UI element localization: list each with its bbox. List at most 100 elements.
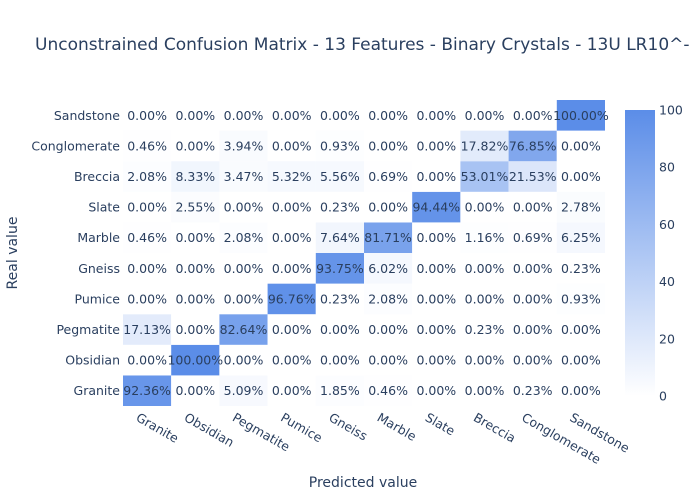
- heatmap-cell: [171, 161, 220, 192]
- colorbar: 0 20 40 60 80 100: [625, 103, 683, 404]
- heatmap-cell: [364, 161, 413, 192]
- heatmap-cell: [123, 100, 172, 131]
- heatmap-cell: [460, 314, 509, 345]
- heatmap-cell: [412, 344, 461, 376]
- cell-value-label: 0.00%: [416, 322, 456, 337]
- heatmap-cell: [364, 253, 413, 284]
- colorbar-gradient: [625, 110, 655, 396]
- heatmap-cell: [267, 283, 316, 315]
- heatmap-cell: [315, 161, 364, 192]
- cell-value-label: 0.23%: [320, 291, 360, 306]
- cell-value-label: 6.02%: [368, 261, 408, 276]
- cell-value-label: 0.00%: [224, 200, 264, 215]
- y-axis-title: Real value: [5, 217, 21, 290]
- heatmap-cell: [412, 191, 461, 223]
- cell-value-label: 7.64%: [320, 230, 360, 245]
- cell-value-label: 2.55%: [175, 200, 215, 215]
- cell-value-label: 0.00%: [465, 291, 505, 306]
- heatmap-cell: [508, 222, 557, 253]
- cell-value-label: 0.00%: [224, 261, 264, 276]
- heatmap-cell: [123, 191, 172, 223]
- cell-value-label: 0.00%: [224, 353, 264, 368]
- y-tick-label: Conglomerate: [31, 138, 120, 153]
- heatmap-cell: [267, 130, 316, 162]
- cell-value-label: 0.00%: [175, 322, 215, 337]
- heatmap-cell: [556, 100, 605, 131]
- cell-value-label: 0.00%: [272, 353, 312, 368]
- heatmap-cell: [315, 253, 364, 284]
- cell-value-label: 5.32%: [272, 169, 312, 184]
- cell-value-label: 0.00%: [465, 261, 505, 276]
- heatmap-cell: [267, 191, 316, 223]
- cell-value-label: 0.00%: [416, 383, 456, 398]
- heatmap-cell: [412, 314, 461, 345]
- heatmap-cell: [364, 283, 413, 315]
- heatmap-cell: [123, 375, 172, 406]
- cell-value-label: 92.36%: [123, 383, 171, 398]
- heatmap-cell: [123, 283, 172, 315]
- heatmap-cell: [556, 344, 605, 376]
- heatmap-cell: [315, 191, 364, 223]
- cell-value-label: 0.00%: [127, 291, 167, 306]
- y-tick-label: Slate: [88, 200, 120, 215]
- cell-value-label: 2.08%: [368, 291, 408, 306]
- cell-value-label: 0.00%: [368, 322, 408, 337]
- heatmap-cell: [364, 100, 413, 131]
- heatmap-cell: [171, 344, 220, 376]
- y-tick-label: Pumice: [75, 291, 121, 306]
- cell-value-label: 6.25%: [561, 230, 601, 245]
- heatmap-cell: [508, 191, 557, 223]
- cell-value-label: 0.00%: [368, 108, 408, 123]
- chart-title: Unconstrained Confusion Matrix - 13 Feat…: [35, 35, 690, 55]
- y-tick-label: Granite: [74, 383, 121, 398]
- heatmap-cell: [219, 222, 268, 253]
- cell-value-label: 0.00%: [561, 383, 601, 398]
- cell-value-label: 0.00%: [272, 200, 312, 215]
- heatmap-cell: [267, 222, 316, 253]
- heatmap-cell: [267, 344, 316, 376]
- heatmap-cell: [412, 375, 461, 406]
- cell-value-label: 94.44%: [412, 200, 460, 215]
- cell-value-label: 0.46%: [127, 230, 167, 245]
- heatmap-cell: [315, 100, 364, 131]
- cell-value-label: 0.00%: [272, 322, 312, 337]
- heatmap-cell: [219, 161, 268, 192]
- heatmap-cell: [508, 100, 557, 131]
- heatmap-cell: [171, 100, 220, 131]
- cell-value-label: 5.09%: [224, 383, 264, 398]
- cell-value-label: 96.76%: [268, 291, 316, 306]
- heatmap-cell: [364, 191, 413, 223]
- heatmap-cell: [267, 161, 316, 192]
- heatmap-cell: [556, 253, 605, 284]
- x-tick-label: Slate: [423, 410, 458, 439]
- cell-value-label: 3.47%: [224, 169, 264, 184]
- x-tick-label: Granite: [134, 410, 182, 446]
- heatmap-cell: [315, 375, 364, 406]
- y-tick-label: Breccia: [74, 169, 120, 184]
- heatmap-cell: [556, 161, 605, 192]
- cell-value-label: 0.00%: [465, 200, 505, 215]
- heatmap-cell: [508, 161, 557, 192]
- heatmap-cell: [460, 161, 509, 192]
- heatmap-cell: [267, 100, 316, 131]
- heatmap-cell: [123, 130, 172, 162]
- cell-value-label: 1.16%: [465, 230, 505, 245]
- heatmap-cell: [315, 222, 364, 253]
- cell-value-label: 0.23%: [465, 322, 505, 337]
- heatmap-cell: [556, 375, 605, 406]
- cell-value-label: 0.93%: [320, 138, 360, 153]
- cell-value-label: 21.53%: [509, 169, 557, 184]
- heatmap-cell: [508, 283, 557, 315]
- heatmap-cell: [556, 314, 605, 345]
- cell-value-label: 0.00%: [368, 200, 408, 215]
- cell-value-label: 100.00%: [553, 108, 609, 123]
- heatmap-cell: [171, 314, 220, 345]
- cell-value-label: 0.00%: [465, 383, 505, 398]
- cell-value-label: 17.13%: [123, 322, 171, 337]
- cell-value-label: 0.00%: [272, 138, 312, 153]
- heatmap-cell: [219, 344, 268, 376]
- cell-value-label: 0.00%: [127, 353, 167, 368]
- colorbar-tick-label: 0: [659, 389, 667, 404]
